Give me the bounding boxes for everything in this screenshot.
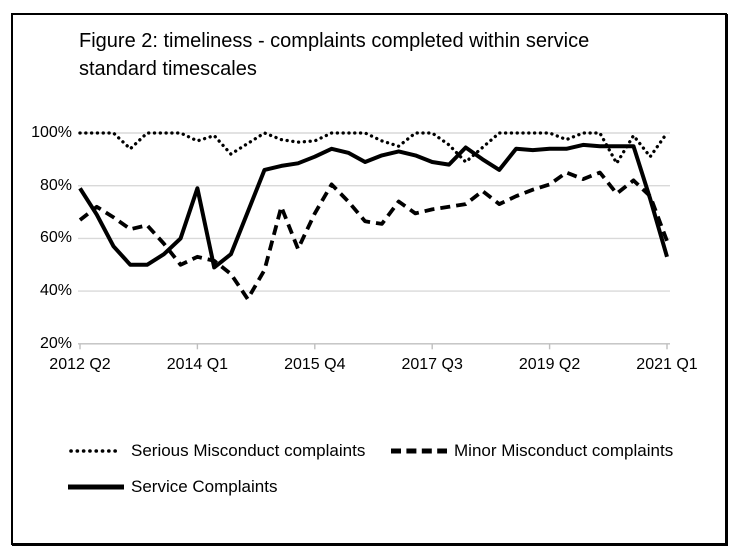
series-line-service-complaints [78,142,669,270]
legend-item-minor-misconduct: Minor Misconduct complaints [391,441,673,461]
y-axis-tick-label: 40% [39,282,72,300]
y-axis-tick-label: 80% [39,176,72,194]
chart-title-line-2: standard timescales [79,58,257,80]
legend-label-service-complaints: Service Complaints [131,477,278,496]
legend-label-minor-misconduct: Minor Misconduct complaints [454,441,674,460]
chart-border-frame [11,13,727,545]
y-axis-tick-label: 100% [31,124,72,141]
x-axis-tick-label: 2017 Q3 [401,356,463,373]
x-axis-tick-label: 2019 Q2 [518,356,581,373]
x-axis-tick-label: 2012 Q2 [49,356,111,373]
x-axis-tick-label: 2021 Q1 [636,356,698,373]
chart-title-line-1: Figure 2: timeliness - complaints comple… [79,30,590,52]
y-axis-tick-label: 60% [39,229,72,247]
series-line-minor-misconduct-complaints [78,170,669,301]
legend-item-serious-misconduct: Serious Misconduct complaints [68,441,365,461]
x-axis-tick-label: 2014 Q1 [166,356,229,373]
series-line-serious-misconduct-complaints [78,131,669,165]
legend-item-service-complaints: Service Complaints [68,477,277,497]
dashed-line-swatch-icon [391,448,447,454]
y-axis-tick-label: 20% [39,334,72,352]
solid-line-swatch-icon [68,484,124,490]
x-axis-tick-label: 2015 Q4 [284,356,346,373]
chart-title: Figure 2: timeliness - complaints comple… [79,27,689,83]
legend-label-serious-misconduct: Serious Misconduct complaints [131,441,366,460]
dotted-line-swatch-icon [69,449,123,453]
